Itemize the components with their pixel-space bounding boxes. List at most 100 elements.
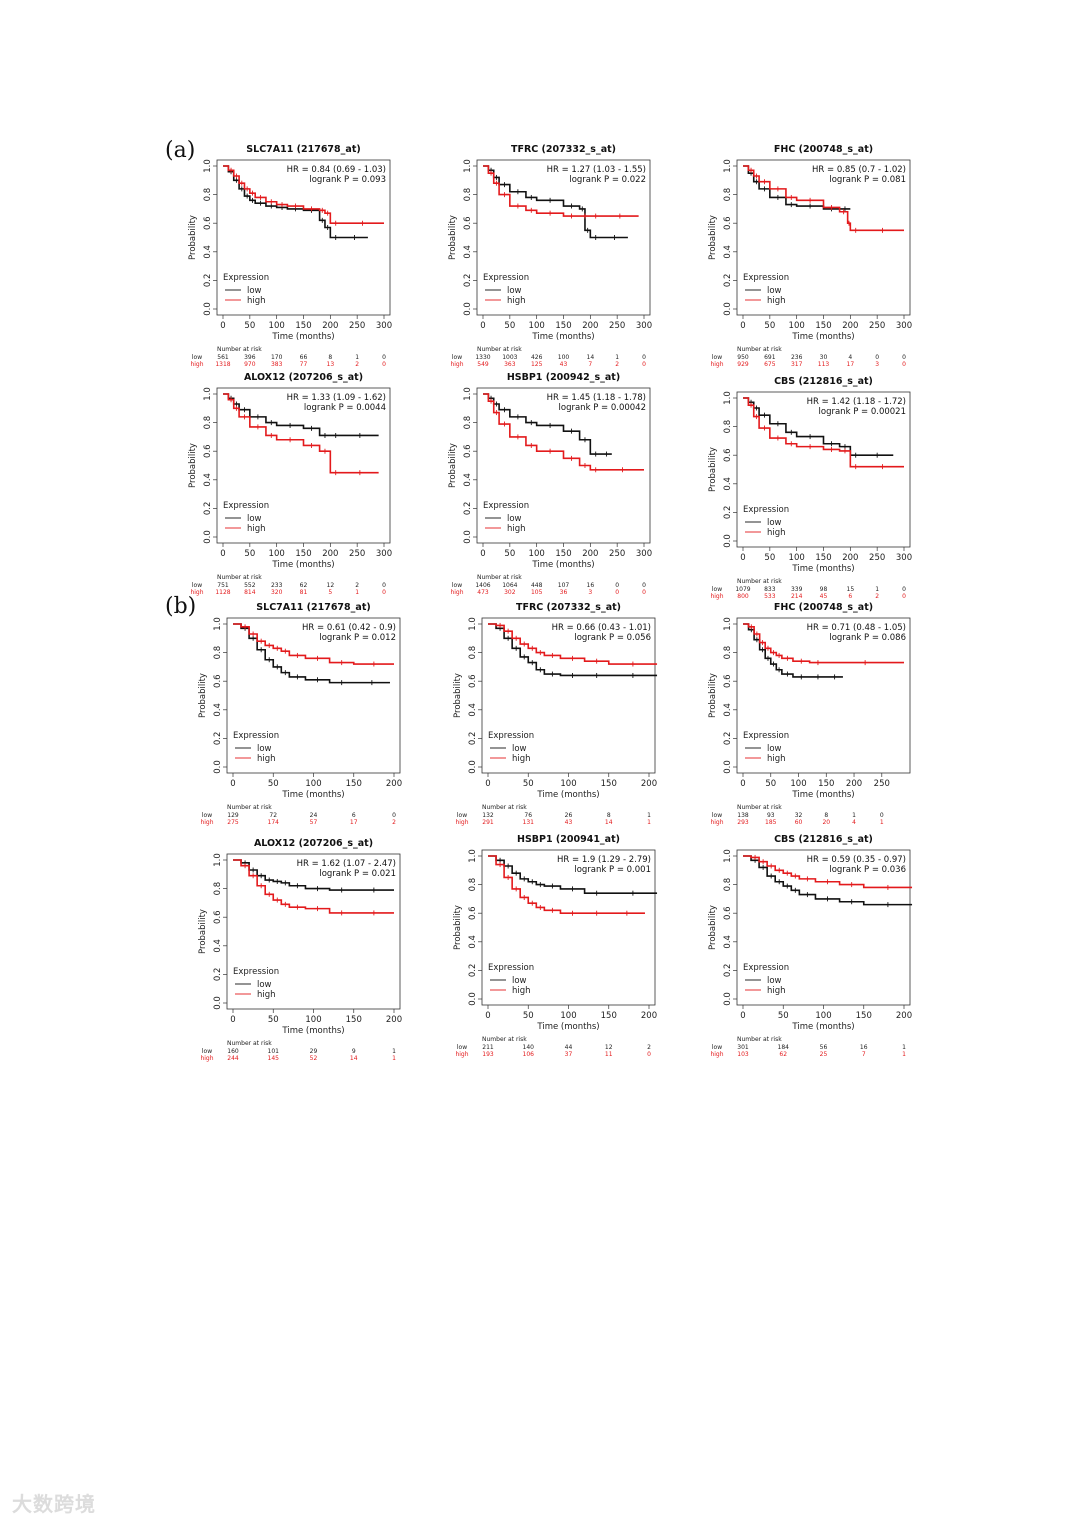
risk-row-low-label: low — [712, 586, 722, 593]
x-tick-label: 50 — [504, 321, 515, 331]
x-tick-label: 200 — [842, 553, 858, 563]
logrank-text: logrank P = 0.093 — [309, 175, 386, 185]
hr-text: HR = 0.61 (0.42 - 0.9) — [302, 623, 396, 633]
y-tick-label: 0.6 — [203, 216, 213, 230]
risk-row-low-label: low — [192, 354, 202, 361]
risk-high-value: 302 — [504, 589, 516, 596]
x-tick-label: 0 — [740, 553, 745, 563]
x-tick-label: 200 — [582, 321, 598, 331]
survival-curve-high — [223, 165, 384, 224]
y-axis-label: Probability — [708, 905, 718, 950]
x-tick-label: 100 — [529, 549, 545, 559]
risk-high-value: 291 — [482, 819, 494, 826]
y-tick-label: 0.0 — [203, 530, 213, 544]
y-tick-label: 1.0 — [468, 617, 478, 631]
survival-curve-high — [223, 393, 379, 474]
y-tick-label: 0.6 — [468, 674, 478, 688]
x-tick-label: 0 — [485, 779, 490, 789]
x-tick-label: 200 — [846, 779, 862, 789]
logrank-text: logrank P = 0.0044 — [304, 403, 386, 413]
risk-high-value: 185 — [765, 819, 777, 826]
km-svg: CBS (212816_s_at) 0.0 0.2 0.4 0.6 0.8 1.0 Proba… — [708, 376, 912, 600]
y-tick-label: 1.0 — [203, 159, 213, 173]
y-tick-label: 1.0 — [723, 617, 733, 631]
risk-low-value: 448 — [531, 582, 543, 589]
risk-low-value: 0 — [875, 354, 879, 361]
legend-title: Expression — [743, 963, 789, 973]
x-tick-label: 0 — [740, 321, 745, 331]
x-tick-label: 150 — [818, 779, 834, 789]
survival-curve-low — [488, 855, 658, 894]
risk-low-value: 396 — [244, 354, 256, 361]
y-tick-label: 0.6 — [723, 448, 733, 462]
plot-frame — [736, 617, 911, 774]
hr-text: HR = 1.9 (1.29 - 2.79) — [557, 855, 651, 865]
km-svg: HSBP1 (200942_s_at) 0.0 0.2 0.4 0.6 0.8 1.0 Pro… — [448, 372, 652, 596]
survival-curve-low — [223, 165, 368, 239]
risk-title: Number at risk — [477, 346, 522, 353]
risk-low-value: 8 — [328, 354, 332, 361]
km-svg: SLC7A11 (217678_at) 0.0 0.2 0.4 0.6 0.8 1.0 Pro… — [198, 602, 402, 826]
risk-high-value: 45 — [820, 593, 828, 600]
legend-high-label: high — [512, 754, 531, 764]
risk-high-value: 2 — [615, 361, 619, 368]
y-tick-label: 0.8 — [213, 646, 223, 660]
x-tick-label: 200 — [322, 549, 338, 559]
x-tick-label: 0 — [230, 779, 235, 789]
km-svg: TFRC (207332_s_at) 0.0 0.2 0.4 0.6 0.8 1.0 Prob… — [448, 144, 652, 368]
km-plot-2: TFRC (207332_s_at) 0.0 0.2 0.4 0.6 0.8 1.0 Prob… — [425, 140, 665, 368]
risk-low-value: 100 — [558, 354, 570, 361]
risk-high-value: 1 — [902, 1051, 906, 1058]
risk-high-value: 929 — [737, 361, 749, 368]
risk-low-value: 0 — [382, 354, 386, 361]
logrank-text: logrank P = 0.022 — [569, 175, 646, 185]
risk-high-value: 36 — [560, 589, 568, 596]
y-axis-label: Probability — [188, 443, 198, 488]
risk-row-low-label: low — [452, 354, 462, 361]
risk-high-value: 105 — [531, 589, 543, 596]
x-tick-label: 100 — [789, 321, 805, 331]
x-tick-label: 250 — [874, 779, 890, 789]
legend-title: Expression — [483, 273, 529, 283]
km-svg: ALOX12 (207206_s_at) 0.0 0.2 0.4 0.6 0.8 1.0 Pr… — [188, 372, 392, 596]
logrank-text: logrank P = 0.081 — [829, 175, 906, 185]
risk-low-value: 1 — [875, 586, 879, 593]
risk-high-value: 7 — [588, 361, 592, 368]
risk-low-value: 101 — [268, 1048, 280, 1055]
risk-low-value: 561 — [217, 354, 229, 361]
y-axis-label: Probability — [448, 215, 458, 260]
km-svg: HSBP1 (200941_at) 0.0 0.2 0.4 0.6 0.8 1.0 Proba… — [453, 834, 658, 1058]
plot-title: ALOX12 (207206_s_at) — [254, 838, 373, 849]
hr-text: HR = 1.45 (1.18 - 1.78) — [547, 393, 646, 403]
risk-title: Number at risk — [217, 346, 262, 353]
y-tick-label: 0.0 — [723, 760, 733, 774]
logrank-text: logrank P = 0.001 — [574, 865, 651, 875]
x-tick-label: 150 — [815, 553, 831, 563]
y-tick-label: 0.8 — [213, 882, 223, 896]
risk-high-value: 814 — [244, 589, 256, 596]
y-tick-label: 0.4 — [203, 473, 213, 487]
risk-high-value: 1128 — [215, 589, 230, 596]
x-tick-label: 150 — [295, 549, 311, 559]
y-tick-label: 1.0 — [213, 853, 223, 867]
hr-text: HR = 0.85 (0.7 - 1.02) — [812, 165, 906, 175]
risk-high-value: 675 — [764, 361, 776, 368]
risk-high-value: 0 — [382, 589, 386, 596]
plot-title: HSBP1 (200941_at) — [517, 834, 620, 845]
y-axis-label: Probability — [708, 673, 718, 718]
survival-curve-low — [743, 397, 894, 456]
y-tick-label: 0.6 — [723, 216, 733, 230]
risk-low-value: 93 — [767, 812, 775, 819]
x-tick-label: 150 — [346, 1015, 362, 1025]
hr-text: HR = 0.84 (0.69 - 1.03) — [287, 165, 386, 175]
hr-text: HR = 1.62 (1.07 - 2.47) — [297, 859, 396, 869]
x-tick-label: 200 — [641, 779, 657, 789]
risk-high-value: 174 — [268, 819, 280, 826]
y-tick-label: 0.2 — [468, 964, 478, 978]
y-tick-label: 0.8 — [203, 416, 213, 430]
risk-title: Number at risk — [482, 804, 527, 811]
x-tick-label: 300 — [636, 549, 652, 559]
legend-high-label: high — [767, 986, 786, 996]
y-tick-label: 0.2 — [463, 502, 473, 516]
risk-low-value: 1 — [902, 1044, 906, 1051]
